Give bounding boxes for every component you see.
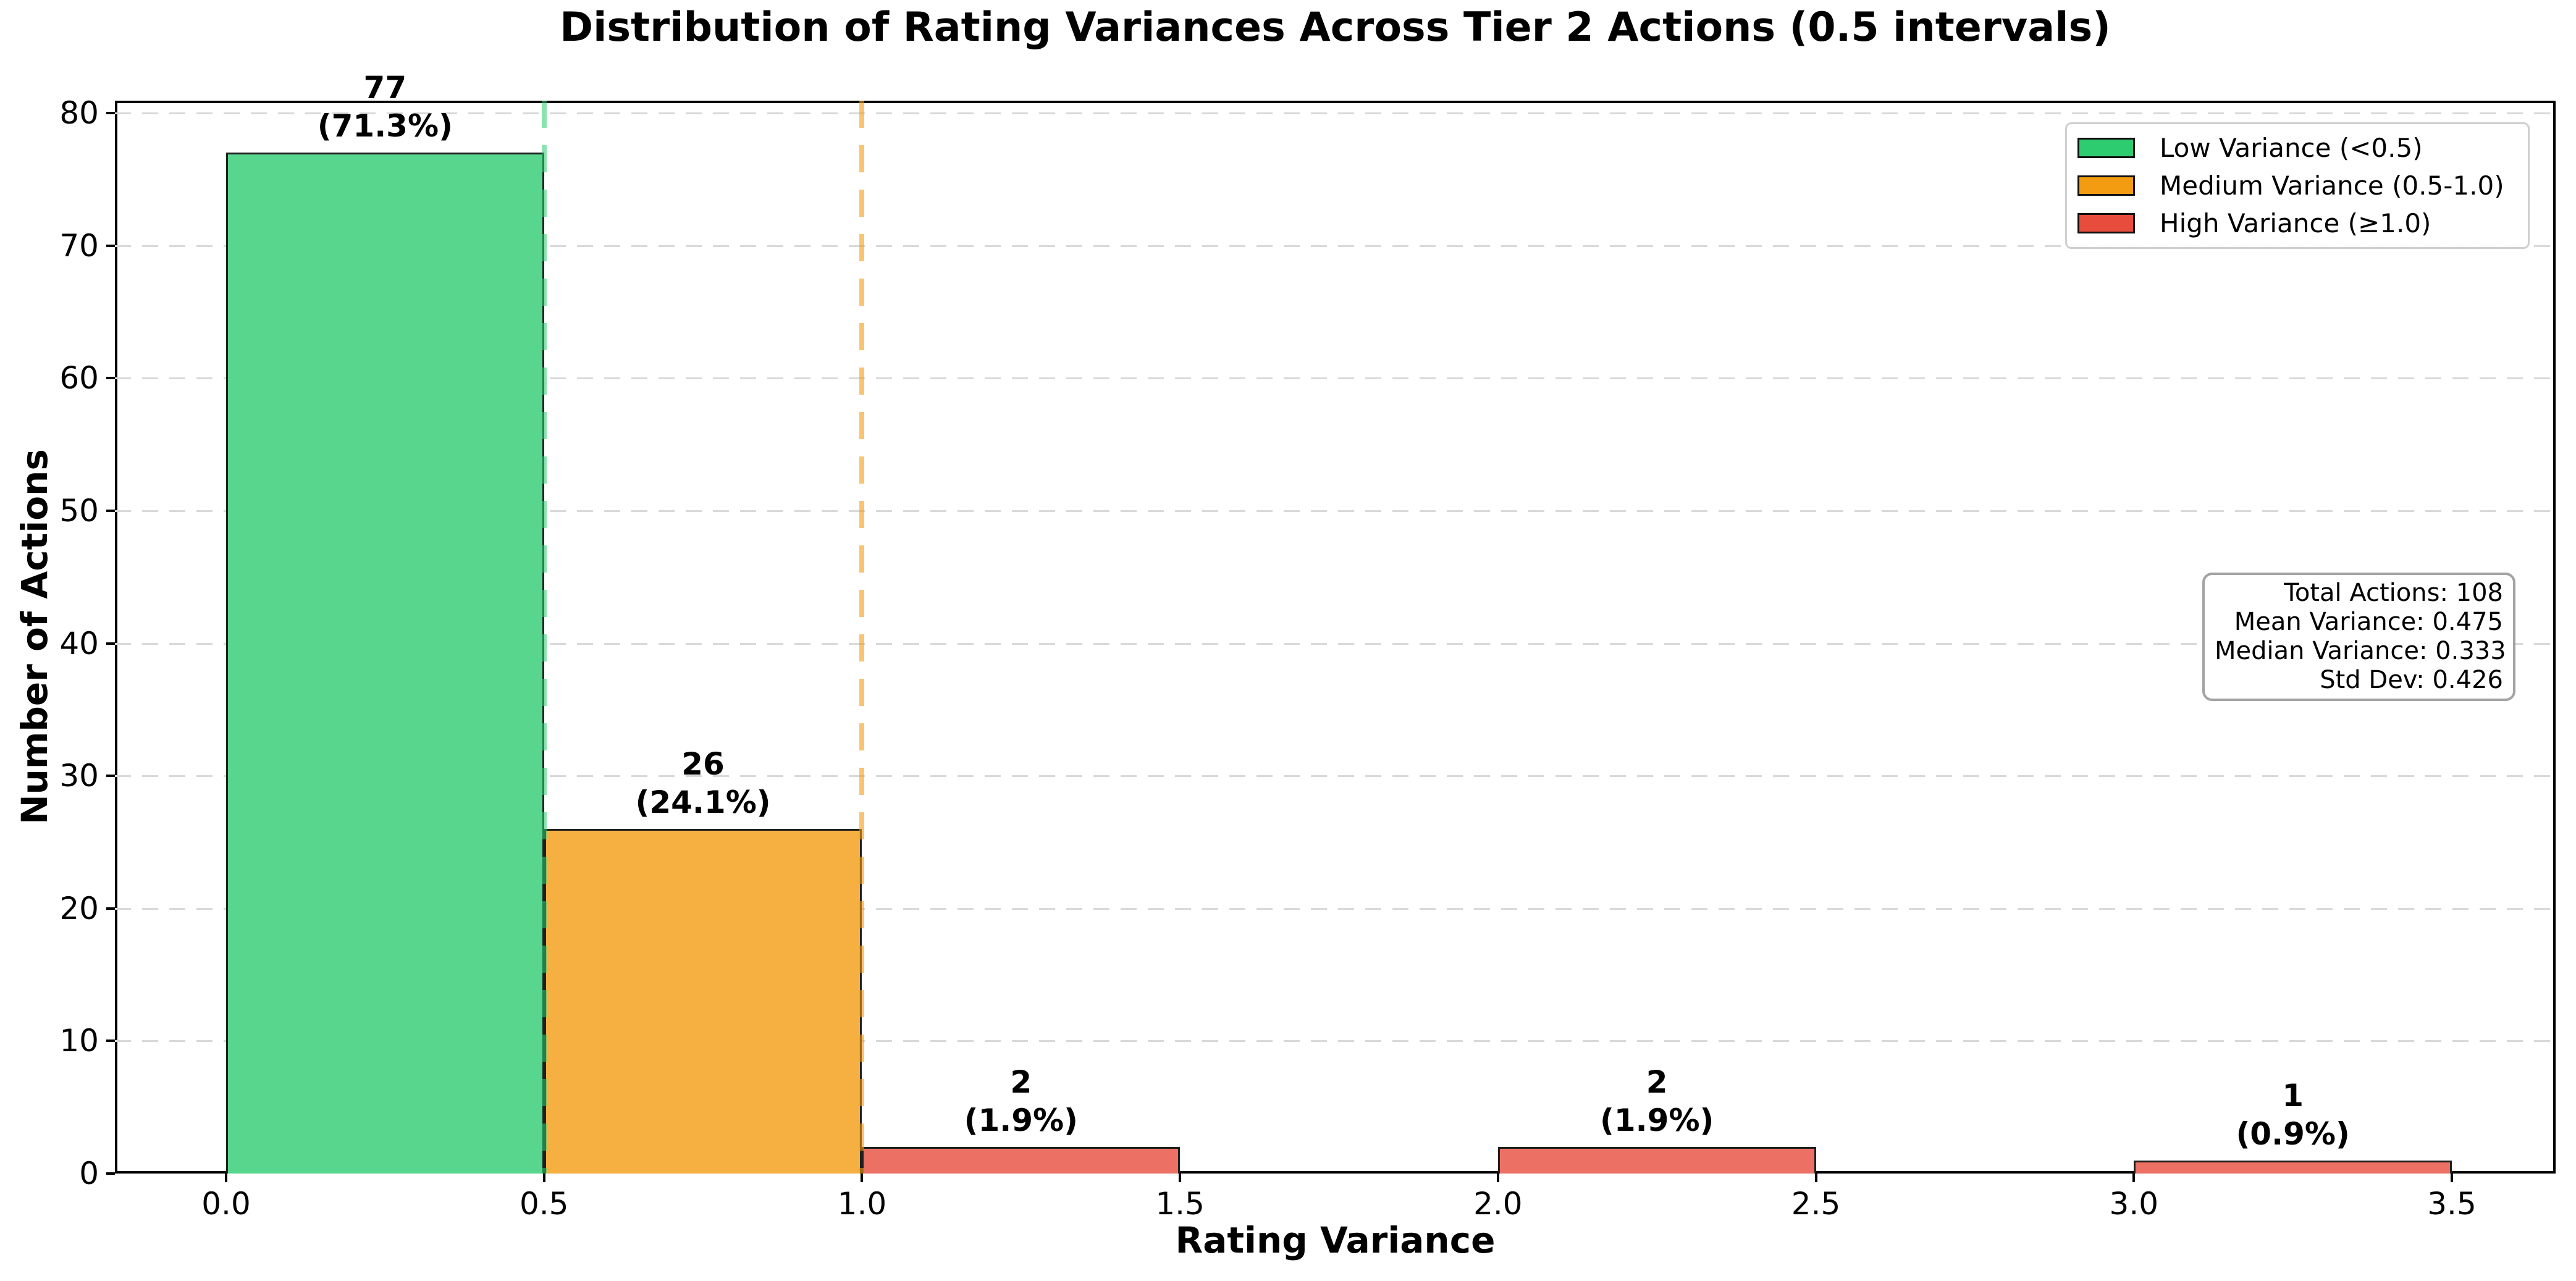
y-tick-mark bbox=[106, 509, 115, 512]
y-gridline bbox=[115, 907, 2556, 910]
x-tick-label: 1.0 bbox=[837, 1186, 887, 1222]
y-tick-label: 70 bbox=[59, 227, 99, 264]
y-tick-label: 0 bbox=[79, 1156, 99, 1191]
histogram-bar bbox=[1497, 1147, 1816, 1174]
legend-swatch-high bbox=[2077, 213, 2135, 233]
bar-count: 77 bbox=[363, 70, 407, 106]
stats-line: Median Variance: 0.333 bbox=[2215, 637, 2506, 665]
x-tick-label: 2.5 bbox=[1791, 1186, 1841, 1222]
stats-line: Std Dev: 0.426 bbox=[2320, 666, 2503, 694]
bar-value-label: 2 (1.9%) bbox=[1600, 1063, 1714, 1140]
y-tick-mark bbox=[106, 1040, 115, 1043]
chart-title: Distribution of Rating Variances Across … bbox=[560, 4, 2111, 51]
bar-value-label: 1 (0.9%) bbox=[2236, 1077, 2349, 1153]
bar-count: 2 bbox=[1646, 1064, 1668, 1101]
stats-line: Mean Variance: 0.475 bbox=[2234, 608, 2503, 636]
y-tick-mark bbox=[106, 244, 115, 247]
x-axis-label: Rating Variance bbox=[1175, 1219, 1496, 1261]
legend-label: High Variance (≥1.0) bbox=[2160, 208, 2431, 238]
threshold-line bbox=[859, 101, 865, 1174]
threshold-line bbox=[541, 101, 547, 1174]
bar-count: 2 bbox=[1010, 1064, 1032, 1101]
x-tick-label: 0.5 bbox=[519, 1186, 569, 1222]
y-tick-mark bbox=[106, 642, 115, 645]
x-tick-label: 0.0 bbox=[201, 1186, 251, 1222]
y-gridline bbox=[115, 510, 2556, 512]
y-tick-label: 80 bbox=[59, 95, 99, 131]
bar-count: 26 bbox=[681, 746, 725, 782]
x-tick-mark bbox=[542, 1174, 545, 1182]
x-tick-mark bbox=[2132, 1174, 2136, 1182]
legend-label: Low Variance (<0.5) bbox=[2160, 133, 2423, 163]
histogram-bar bbox=[226, 153, 544, 1174]
y-tick-mark bbox=[106, 1172, 115, 1175]
bar-value-label: 26 (24.1%) bbox=[635, 745, 770, 821]
y-tick-label: 30 bbox=[59, 758, 99, 794]
legend-entry: Medium Variance (0.5-1.0) bbox=[2077, 170, 2528, 201]
x-tick-mark bbox=[225, 1174, 227, 1182]
bar-value-label: 77 (71.3%) bbox=[318, 69, 453, 145]
x-tick-label: 1.5 bbox=[1155, 1186, 1205, 1222]
legend-swatch-medium bbox=[2077, 175, 2135, 196]
bar-value-label: 2 (1.9%) bbox=[964, 1063, 1078, 1140]
y-gridline bbox=[115, 377, 2556, 380]
y-tick-mark bbox=[106, 907, 115, 910]
x-tick-label: 3.5 bbox=[2427, 1186, 2477, 1222]
y-gridline bbox=[115, 642, 2556, 645]
x-tick-mark bbox=[1179, 1174, 1182, 1182]
x-tick-mark bbox=[1814, 1174, 1817, 1182]
y-tick-label: 40 bbox=[59, 625, 99, 662]
y-tick-mark bbox=[106, 112, 115, 114]
y-gridline bbox=[115, 775, 2556, 778]
histogram-bar bbox=[2134, 1160, 2452, 1174]
y-tick-label: 50 bbox=[59, 492, 99, 529]
y-tick-mark bbox=[106, 775, 115, 778]
y-tick-label: 60 bbox=[59, 360, 99, 397]
legend: Low Variance (<0.5) Medium Variance (0.5-… bbox=[2065, 122, 2530, 249]
x-tick-label: 2.0 bbox=[1473, 1186, 1523, 1222]
bar-percent: (71.3%) bbox=[317, 108, 453, 145]
stats-line: Total Actions: 108 bbox=[2284, 579, 2503, 607]
histogram-bar bbox=[544, 828, 862, 1174]
histogram-bar bbox=[862, 1147, 1181, 1174]
legend-entry: High Variance (≥1.0) bbox=[2077, 208, 2528, 238]
bar-percent: (1.9%) bbox=[964, 1102, 1078, 1139]
legend-swatch-low bbox=[2077, 138, 2135, 158]
y-tick-mark bbox=[106, 377, 115, 380]
legend-entry: Low Variance (<0.5) bbox=[2077, 133, 2528, 163]
y-gridline bbox=[115, 112, 2556, 114]
x-tick-mark bbox=[1496, 1174, 1499, 1182]
y-gridline bbox=[115, 1040, 2556, 1043]
x-tick-label: 3.0 bbox=[2109, 1186, 2159, 1222]
x-tick-mark bbox=[2451, 1174, 2453, 1182]
y-tick-label: 10 bbox=[59, 1023, 99, 1059]
y-gridline bbox=[115, 245, 2556, 247]
stats-box: Total Actions: 108 Mean Variance: 0.475 Me… bbox=[2202, 573, 2515, 701]
bar-percent: (1.9%) bbox=[1600, 1102, 1714, 1139]
legend-label: Medium Variance (0.5-1.0) bbox=[2160, 170, 2504, 201]
y-tick-label: 20 bbox=[59, 890, 99, 926]
x-tick-mark bbox=[861, 1174, 864, 1182]
bar-count: 1 bbox=[2282, 1077, 2304, 1114]
bar-percent: (0.9%) bbox=[2236, 1115, 2350, 1152]
bar-percent: (24.1%) bbox=[635, 784, 771, 820]
